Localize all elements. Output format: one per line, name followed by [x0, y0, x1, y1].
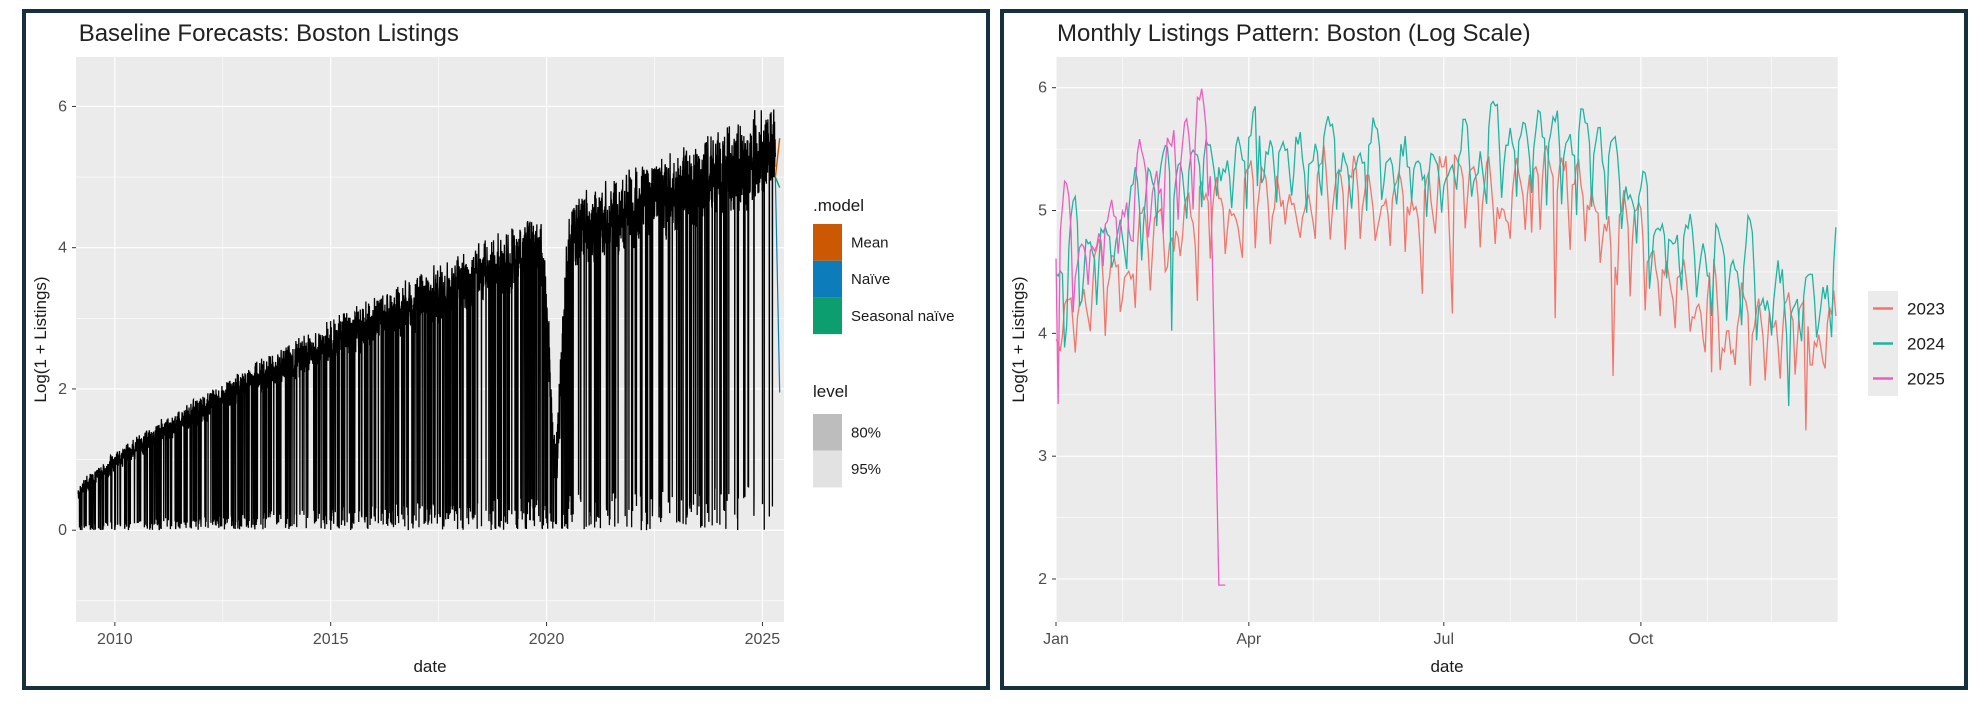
- svg-text:2015: 2015: [313, 631, 349, 648]
- svg-text:3: 3: [1038, 448, 1047, 465]
- svg-text:2: 2: [1038, 571, 1047, 588]
- svg-text:Oct: Oct: [1628, 631, 1653, 648]
- svg-text:6: 6: [1038, 79, 1047, 96]
- svg-text:2020: 2020: [528, 631, 564, 648]
- svg-text:2010: 2010: [97, 631, 133, 648]
- svg-text:date: date: [1430, 657, 1463, 676]
- svg-text:6: 6: [58, 98, 67, 115]
- svg-text:2: 2: [58, 380, 67, 397]
- svg-text:Seasonal naïve: Seasonal naïve: [851, 307, 954, 324]
- svg-text:Jan: Jan: [1043, 631, 1069, 648]
- svg-text:80%: 80%: [851, 424, 881, 441]
- svg-text:Apr: Apr: [1236, 631, 1262, 648]
- svg-text:2024: 2024: [1907, 334, 1945, 353]
- svg-text:level: level: [813, 382, 848, 401]
- svg-text:2025: 2025: [1907, 369, 1945, 388]
- svg-text:2025: 2025: [744, 631, 780, 648]
- svg-text:Log(1 + Listings): Log(1 + Listings): [1009, 276, 1028, 402]
- svg-text:4: 4: [1038, 325, 1047, 342]
- svg-text:4: 4: [58, 239, 67, 256]
- svg-text:Log(1 + Listings): Log(1 + Listings): [31, 276, 50, 402]
- svg-text:2023: 2023: [1907, 299, 1945, 318]
- svg-text:date: date: [413, 657, 446, 676]
- svg-text:.model: .model: [813, 196, 864, 215]
- svg-text:Jul: Jul: [1434, 631, 1454, 648]
- svg-text:95%: 95%: [851, 461, 881, 478]
- svg-text:Naïve: Naïve: [851, 271, 890, 288]
- svg-text:0: 0: [58, 522, 67, 539]
- svg-text:5: 5: [1038, 202, 1047, 219]
- svg-text:Mean: Mean: [851, 234, 889, 251]
